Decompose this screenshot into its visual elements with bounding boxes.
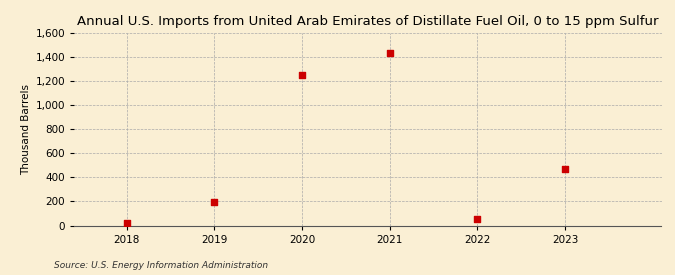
Point [209,200,220,204]
Point [472,217,483,222]
Point [297,73,308,78]
Point [384,51,395,55]
Point [122,221,132,226]
Title: Annual U.S. Imports from United Arab Emirates of Distillate Fuel Oil, 0 to 15 pp: Annual U.S. Imports from United Arab Emi… [77,15,659,28]
Text: Source: U.S. Energy Information Administration: Source: U.S. Energy Information Administ… [54,260,268,270]
Point [560,167,570,172]
Y-axis label: Thousand Barrels: Thousand Barrels [22,84,32,175]
